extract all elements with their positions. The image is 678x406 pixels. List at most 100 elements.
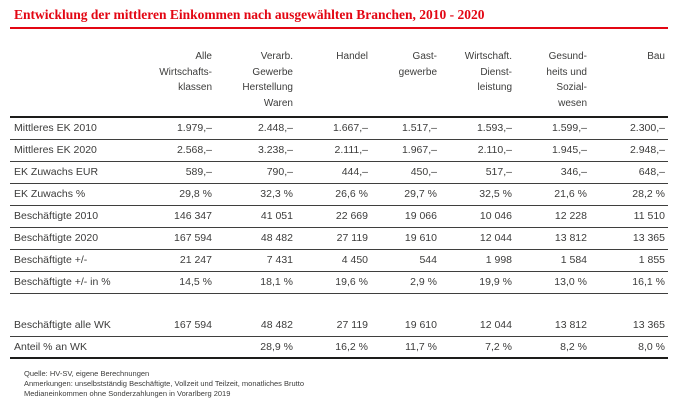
row-label: Beschäftigte +/- in % [14, 276, 111, 288]
column-header-handel: Handel [336, 51, 368, 62]
cell: 21 247 [179, 254, 212, 266]
column-header-verarb-gewerbe: Verarb. Gewerbe Herstellung Waren [242, 51, 293, 109]
cell: 2.111,– [334, 144, 368, 156]
cell: 13 365 [632, 232, 665, 244]
cell: 12 044 [479, 318, 512, 331]
table-header-row: Alle Wirtschafts- klassen Verarb. Gewerb… [10, 29, 668, 117]
cell: 648,– [638, 166, 665, 178]
row-label: Beschäftigte 2020 [14, 232, 99, 244]
row-label: Mittleres EK 2010 [14, 122, 97, 135]
cell: 346,– [560, 166, 587, 178]
cell: 19 610 [404, 232, 437, 244]
cell: 544 [419, 254, 437, 266]
cell: 4 450 [341, 254, 368, 266]
cell: 19,9 % [479, 276, 512, 288]
row-label: EK Zuwachs % [14, 188, 86, 200]
cell: 32,5 % [479, 188, 512, 200]
note-line: Anmerkungen: unselbstständig Beschäftigt… [24, 379, 305, 388]
cell: 1.967,– [401, 144, 437, 156]
cell: 589,– [185, 166, 212, 178]
cell: 517,– [485, 166, 512, 178]
cell: 2.300,– [629, 122, 665, 135]
cell: 2.568,– [176, 144, 212, 156]
cell: 1.517,– [401, 122, 437, 135]
cell: 12 044 [479, 232, 512, 244]
table-row-mittleres-ek-2010: Mittleres EK 2010 1.979,– 2.448,– 1.667,… [10, 117, 668, 139]
cell: 11 510 [633, 210, 665, 222]
cell: 1 584 [560, 254, 587, 266]
row-label: Mittleres EK 2020 [14, 144, 97, 156]
cell: 26,6 % [335, 188, 368, 200]
cell [146, 336, 212, 358]
cell: 146 347 [174, 210, 212, 222]
table-row-beschaeftigte-2020: Beschäftigte 2020 167 594 48 482 27 119 … [10, 227, 668, 249]
cell: 8,2 % [560, 340, 587, 353]
source-notes: Quelle: HV-SV, eigene Berechnungen Anmer… [24, 369, 668, 399]
income-table: Alle Wirtschafts- klassen Verarb. Gewerb… [10, 29, 668, 359]
spacer-row [10, 293, 668, 314]
note-line: Medianeinkommen ohne Sonderzahlungen in … [24, 389, 231, 398]
column-header-alle-wirtschaftsklassen: Alle Wirtschafts- klassen [159, 51, 212, 93]
cell: 450,– [410, 166, 437, 178]
cell: 2.110,– [477, 144, 512, 156]
cell: 167 594 [174, 318, 212, 331]
table-row-beschaeftigte-2010: Beschäftigte 2010 146 347 41 051 22 669 … [10, 205, 668, 227]
cell: 1.945,– [551, 144, 587, 156]
cell: 8,0 % [638, 340, 665, 353]
row-label: Beschäftigte 2010 [14, 210, 99, 222]
column-header-gastgewerbe: Gast- gewerbe [398, 51, 437, 78]
cell: 29,7 % [404, 188, 437, 200]
cell: 27 119 [336, 318, 368, 331]
cell: 48 482 [260, 318, 293, 331]
row-label: Anteil % an WK [14, 340, 87, 353]
source-line: Quelle: HV-SV, eigene Berechnungen [24, 369, 150, 378]
cell: 2.448,– [257, 122, 293, 135]
cell: 13 812 [554, 318, 587, 331]
cell: 790,– [266, 166, 293, 178]
cell: 7,2 % [485, 340, 512, 353]
table-row-ek-zuwachs-prozent: EK Zuwachs % 29,8 % 32,3 % 26,6 % 29,7 %… [10, 183, 668, 205]
table-row-beschaeftigte-plusminus: Beschäftigte +/- 21 247 7 431 4 450 544 … [10, 249, 668, 271]
column-header-bau: Bau [647, 51, 665, 62]
cell: 12 228 [554, 210, 587, 222]
table-row-anteil-prozent-an-wk: Anteil % an WK 28,9 % 16,2 % 11,7 % 7,2 … [10, 336, 668, 358]
cell: 1.593,– [476, 122, 512, 135]
cell: 19,6 % [335, 276, 368, 288]
cell: 7 431 [266, 254, 293, 266]
cell: 1 998 [485, 254, 512, 266]
cell: 28,9 % [260, 340, 293, 353]
column-header-gesundheits-sozialwesen: Gesund- heits und Sozial- wesen [546, 51, 587, 109]
cell: 16,1 % [632, 276, 665, 288]
page-title: Entwicklung der mittleren Einkommen nach… [14, 7, 485, 22]
table-row-beschaeftigte-alle-wk: Beschäftigte alle WK 167 594 48 482 27 1… [10, 314, 668, 336]
row-label: EK Zuwachs EUR [14, 166, 99, 178]
cell: 13 812 [554, 232, 587, 244]
cell: 14,5 % [179, 276, 212, 288]
cell: 2.948,– [629, 144, 665, 156]
table-row-mittleres-ek-2020: Mittleres EK 2020 2.568,– 3.238,– 2.111,… [10, 139, 668, 161]
cell: 13,0 % [554, 276, 587, 288]
cell: 19 066 [404, 210, 437, 222]
cell: 29,8 % [179, 188, 212, 200]
cell: 41 051 [260, 210, 293, 222]
cell: 13 365 [632, 318, 665, 331]
table-row-beschaeftigte-plusminus-prozent: Beschäftigte +/- in % 14,5 % 18,1 % 19,6… [10, 271, 668, 293]
cell: 1 855 [638, 254, 665, 266]
cell: 18,1 % [260, 276, 293, 288]
cell: 3.238,– [257, 144, 293, 156]
cell: 19 610 [404, 318, 437, 331]
cell: 2,9 % [410, 276, 437, 288]
title-divider [10, 27, 668, 29]
cell: 22 669 [335, 210, 368, 222]
cell: 1.667,– [332, 122, 368, 135]
cell: 1.599,– [551, 122, 587, 135]
table-row-ek-zuwachs-eur: EK Zuwachs EUR 589,– 790,– 444,– 450,– 5… [10, 161, 668, 183]
cell: 10 046 [479, 210, 512, 222]
cell: 1.979,– [176, 122, 212, 135]
cell: 32,3 % [260, 188, 293, 200]
cell: 444,– [341, 166, 368, 178]
cell: 16,2 % [335, 340, 368, 353]
cell: 11,7 % [405, 340, 437, 353]
cell: 28,2 % [632, 188, 665, 200]
